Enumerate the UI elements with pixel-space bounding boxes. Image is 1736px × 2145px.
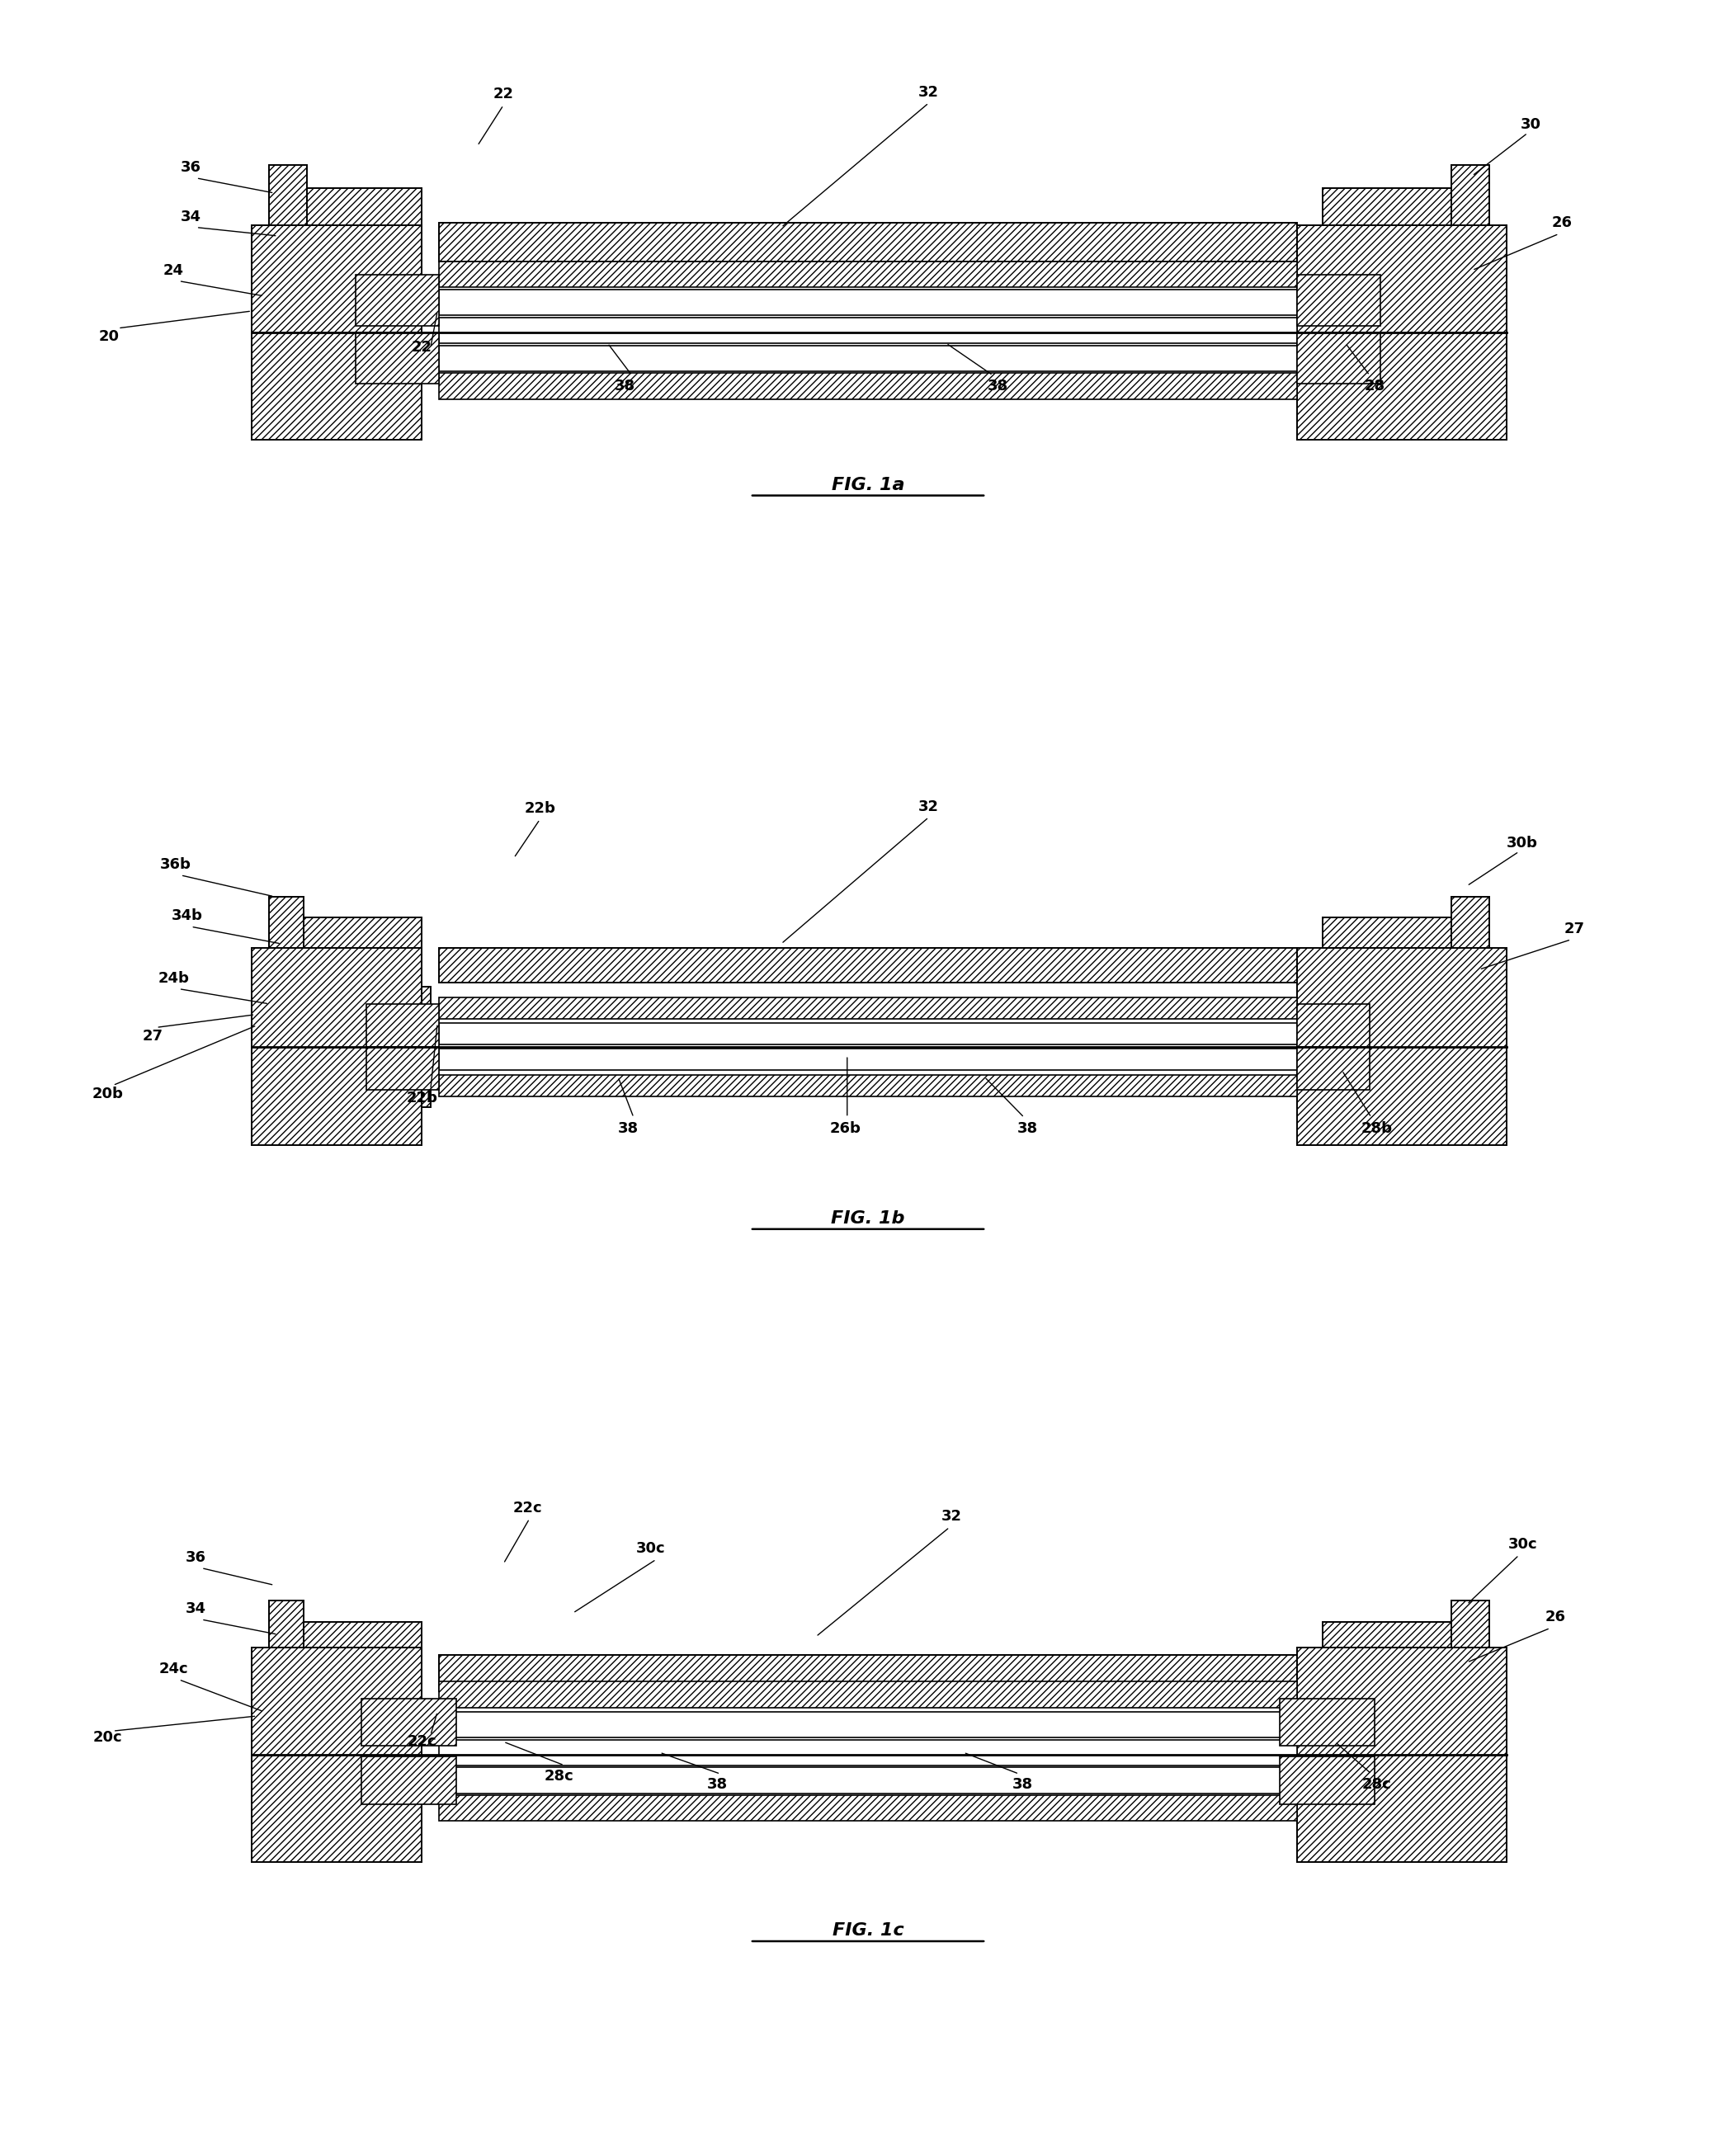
Text: 28: 28	[1364, 380, 1385, 393]
Bar	[361, 1699, 457, 1746]
Text: 38: 38	[1012, 1778, 1033, 1791]
Bar	[1297, 948, 1507, 1145]
Bar	[439, 290, 1297, 315]
Bar	[1297, 225, 1507, 440]
Text: 30b: 30b	[1507, 837, 1538, 849]
Bar	[439, 1712, 1297, 1737]
Text: 27: 27	[1564, 922, 1585, 935]
Text: 22c: 22c	[514, 1501, 542, 1514]
Bar	[439, 997, 1297, 1019]
Bar	[439, 373, 1297, 399]
Bar	[439, 1740, 1297, 1765]
Bar	[356, 332, 439, 384]
Text: 32: 32	[918, 800, 939, 813]
Bar	[1323, 189, 1458, 296]
Bar	[1451, 165, 1489, 320]
Bar	[439, 1049, 1297, 1070]
Text: 34: 34	[181, 210, 201, 223]
Bar	[1451, 1600, 1489, 1746]
Bar	[439, 1767, 1297, 1793]
Text: 22b: 22b	[406, 1092, 437, 1105]
Bar	[252, 225, 422, 440]
Bar	[1323, 1622, 1458, 1725]
Text: 27: 27	[142, 1030, 163, 1042]
Bar	[290, 189, 422, 296]
Text: 22: 22	[411, 341, 432, 354]
Bar	[269, 1600, 304, 1746]
Bar	[1279, 1757, 1375, 1804]
Text: 38: 38	[707, 1778, 727, 1791]
Text: 34b: 34b	[172, 909, 203, 922]
Text: 28c: 28c	[545, 1770, 573, 1782]
Bar	[252, 1647, 422, 1862]
Bar	[290, 918, 422, 1012]
Text: 38: 38	[988, 380, 1009, 393]
Text: 28b: 28b	[1361, 1122, 1392, 1135]
Text: 38: 38	[1017, 1122, 1038, 1135]
Text: 28c: 28c	[1363, 1778, 1391, 1791]
Bar	[1279, 1699, 1375, 1746]
Text: 20b: 20b	[92, 1088, 123, 1100]
Text: 22c: 22c	[408, 1735, 436, 1748]
Bar	[366, 1047, 439, 1090]
Text: FIG. 1b: FIG. 1b	[832, 1210, 904, 1227]
Text: 36: 36	[181, 161, 201, 174]
Bar	[439, 345, 1297, 371]
Bar	[252, 948, 422, 1145]
Text: 26b: 26b	[830, 1122, 861, 1135]
Bar	[366, 1004, 439, 1047]
Bar	[290, 1622, 422, 1725]
Bar	[1297, 987, 1489, 1107]
Bar	[439, 1795, 1297, 1821]
Text: 30: 30	[1521, 118, 1542, 131]
Bar	[439, 317, 1297, 343]
Text: 24: 24	[163, 264, 184, 277]
Text: 22b: 22b	[524, 802, 556, 815]
Bar	[1297, 1047, 1370, 1090]
Text: 22: 22	[493, 88, 514, 101]
Text: 24c: 24c	[160, 1662, 187, 1675]
Bar	[439, 1075, 1297, 1096]
Bar	[269, 165, 307, 320]
Bar	[1451, 897, 1489, 1034]
Text: 36: 36	[186, 1551, 207, 1564]
Text: 38: 38	[618, 1122, 639, 1135]
Bar	[1297, 275, 1380, 326]
Bar	[439, 1656, 1297, 1690]
Bar	[439, 1682, 1297, 1707]
Bar	[361, 1757, 457, 1804]
Text: 20: 20	[99, 330, 120, 343]
Text: 38: 38	[615, 380, 635, 393]
Bar	[439, 223, 1297, 262]
Text: 30c: 30c	[1509, 1538, 1536, 1551]
Text: 36b: 36b	[160, 858, 191, 871]
Text: 26: 26	[1545, 1611, 1566, 1624]
Bar	[1297, 1004, 1370, 1047]
Text: 24b: 24b	[158, 972, 189, 985]
Text: 26: 26	[1552, 217, 1573, 230]
Bar	[269, 897, 304, 1034]
Bar	[1323, 918, 1458, 1012]
Bar	[439, 948, 1297, 982]
Text: 20c: 20c	[94, 1731, 122, 1744]
Text: 32: 32	[941, 1510, 962, 1523]
Bar	[1297, 332, 1380, 384]
Text: 34: 34	[186, 1602, 207, 1615]
Bar	[276, 987, 431, 1107]
Bar	[1297, 1647, 1507, 1862]
Bar	[356, 275, 439, 326]
Bar	[439, 262, 1297, 287]
Text: 30c: 30c	[637, 1542, 665, 1555]
Text: FIG. 1c: FIG. 1c	[832, 1922, 904, 1939]
Bar	[439, 1023, 1297, 1045]
Text: FIG. 1a: FIG. 1a	[832, 476, 904, 493]
Text: 32: 32	[918, 86, 939, 99]
